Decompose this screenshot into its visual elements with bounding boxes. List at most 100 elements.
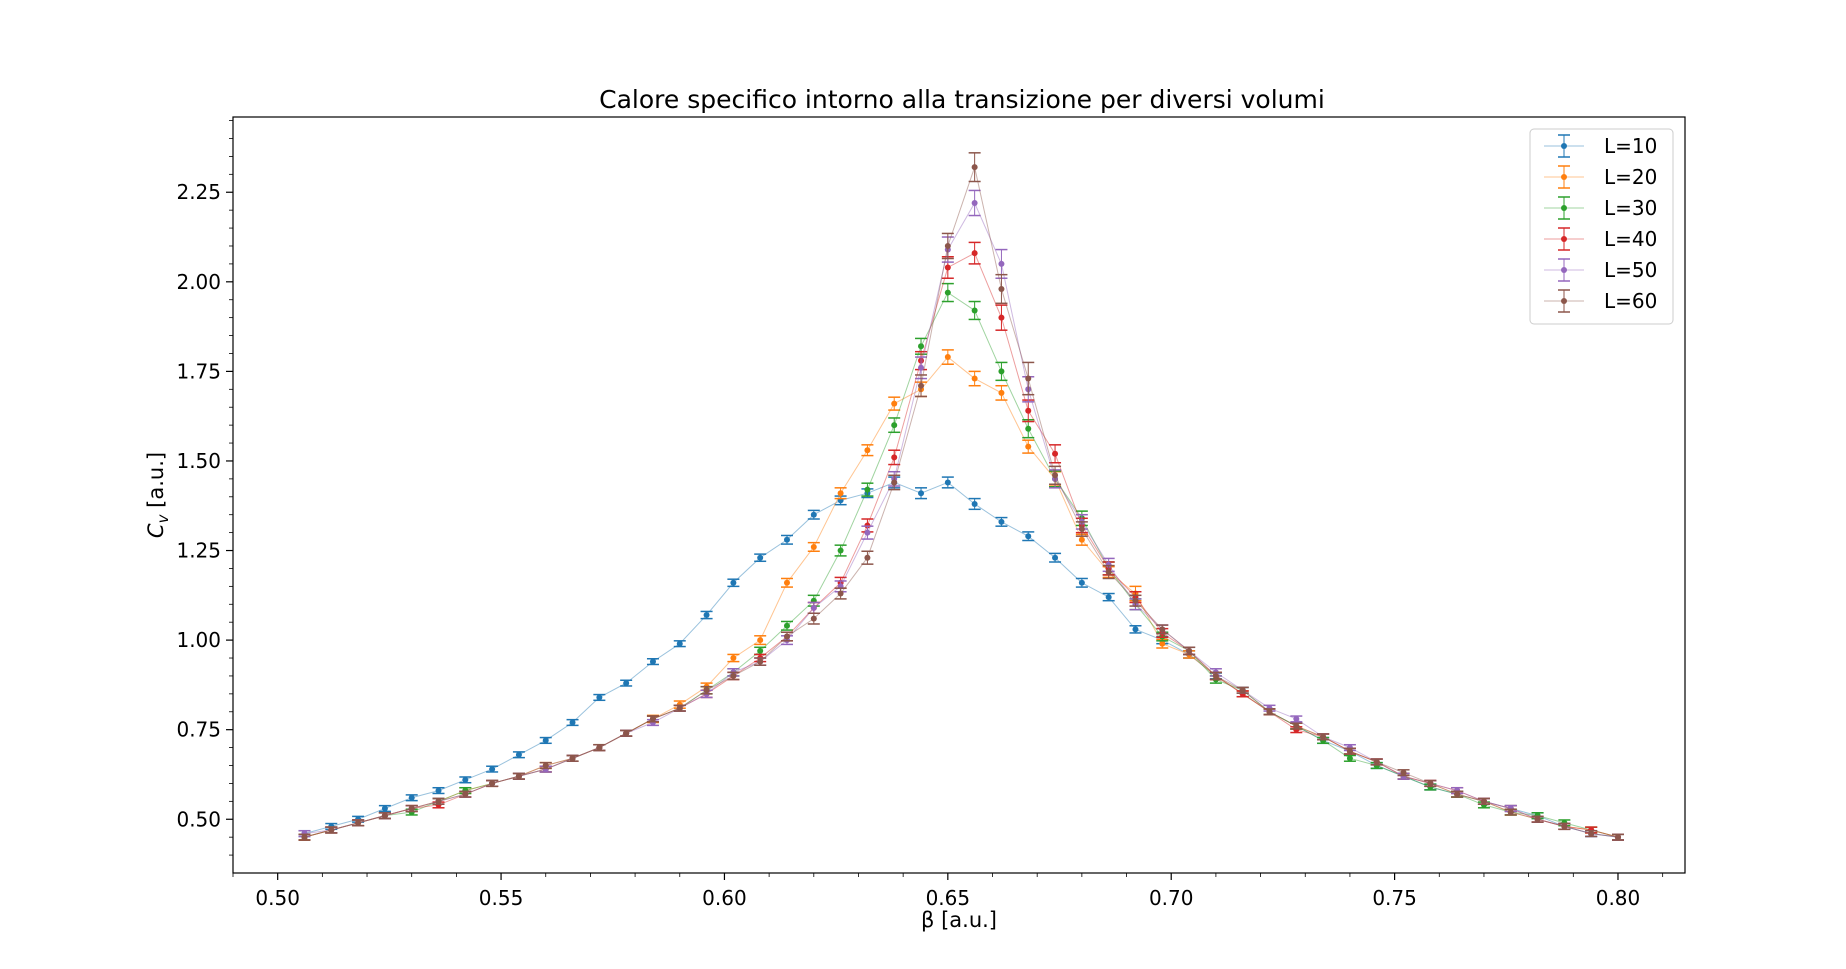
y-tick-label: 2.00: [176, 270, 221, 294]
data-point: [810, 543, 817, 550]
legend-entry: L=10: [1544, 134, 1657, 158]
data-point: [1293, 723, 1300, 730]
data-point: [435, 787, 442, 794]
y-axis-label-subscript: v: [154, 513, 172, 523]
legend-label: L=50: [1604, 258, 1657, 282]
data-point: [381, 805, 388, 812]
data-point: [623, 680, 630, 687]
data-point: [1320, 733, 1327, 740]
legend-entry: L=20: [1544, 165, 1657, 189]
data-point: [757, 554, 764, 561]
x-axis: 0.50 0.55 0.60 0.65 0.70 0.75 0.80: [232, 873, 1664, 910]
data-point: [596, 744, 603, 751]
series-line: [304, 165, 1619, 838]
y-tick-label: 0.50: [176, 807, 221, 831]
data-point: [998, 285, 1005, 292]
data-point: [1239, 687, 1246, 694]
legend-marker: [1561, 298, 1567, 304]
data-point: [1132, 597, 1139, 604]
data-point: [1614, 834, 1621, 841]
y-tick-label: 0.75: [176, 718, 221, 742]
data-point: [944, 289, 951, 296]
data-point: [1052, 472, 1059, 479]
data-point: [489, 780, 496, 787]
data-point: [328, 827, 335, 834]
data-point: [515, 773, 522, 780]
legend-entry: L=50: [1544, 258, 1657, 282]
data-point: [676, 640, 683, 647]
data-point: [730, 579, 737, 586]
data-point: [596, 694, 603, 701]
y-tick-label: 2.25: [176, 180, 221, 204]
legend-marker: [1561, 205, 1567, 211]
data-point: [971, 250, 978, 257]
data-point: [864, 486, 871, 493]
data-point: [1159, 626, 1166, 633]
legend-label: L=10: [1604, 134, 1657, 158]
legend-label: L=40: [1604, 227, 1657, 251]
data-point: [1159, 640, 1166, 647]
data-point: [730, 655, 737, 662]
data-point: [757, 637, 764, 644]
x-tick-label: 0.50: [255, 886, 300, 910]
data-point: [1293, 715, 1300, 722]
data-point: [810, 604, 817, 611]
data-point: [918, 343, 925, 350]
data-point: [1025, 375, 1032, 382]
data-point: [864, 529, 871, 536]
data-point: [703, 612, 710, 619]
data-point: [1534, 816, 1541, 823]
legend-marker: [1561, 267, 1567, 273]
plot-area: [298, 152, 1624, 841]
data-point: [864, 447, 871, 454]
legend-entry: L=40: [1544, 227, 1657, 251]
data-point: [810, 615, 817, 622]
series-line: [304, 291, 1619, 838]
data-point: [864, 554, 871, 561]
y-tick-label: 1.00: [176, 628, 221, 652]
y-axis-label-unit: [a.u.]: [144, 452, 168, 515]
data-point: [891, 479, 898, 486]
data-point: [569, 755, 576, 762]
x-tick-label: 0.70: [1149, 886, 1194, 910]
data-point: [730, 672, 737, 679]
legend-entry: L=60: [1544, 289, 1657, 313]
data-point: [649, 658, 656, 665]
legend-label: L=30: [1604, 196, 1657, 220]
data-point: [1212, 672, 1219, 679]
data-point: [971, 500, 978, 507]
data-point: [1400, 769, 1407, 776]
x-tick-label: 0.80: [1596, 886, 1641, 910]
data-point: [783, 633, 790, 640]
data-point: [1427, 780, 1434, 787]
data-point: [1052, 450, 1059, 457]
data-point: [998, 314, 1005, 321]
data-point: [783, 579, 790, 586]
legend-entry: L=30: [1544, 196, 1657, 220]
data-point: [757, 658, 764, 665]
data-point: [810, 511, 817, 518]
data-point: [891, 454, 898, 461]
data-point: [515, 751, 522, 758]
data-point: [944, 479, 951, 486]
data-point: [1025, 407, 1032, 414]
data-point: [542, 737, 549, 744]
data-point: [837, 590, 844, 597]
y-tick-label: 1.50: [176, 449, 221, 473]
data-point: [1454, 791, 1461, 798]
legend-marker: [1561, 174, 1567, 180]
data-point: [435, 798, 442, 805]
data-point: [971, 164, 978, 171]
data-point: [757, 647, 764, 654]
data-point: [971, 307, 978, 314]
data-point: [355, 819, 362, 826]
data-point: [676, 705, 683, 712]
legend-marker: [1561, 143, 1567, 149]
data-point: [998, 389, 1005, 396]
data-point: [1025, 425, 1032, 432]
data-point: [1052, 554, 1059, 561]
data-point: [837, 547, 844, 554]
chart-title: Calore specifico intorno alla transizion…: [599, 85, 1325, 114]
data-point: [998, 260, 1005, 267]
